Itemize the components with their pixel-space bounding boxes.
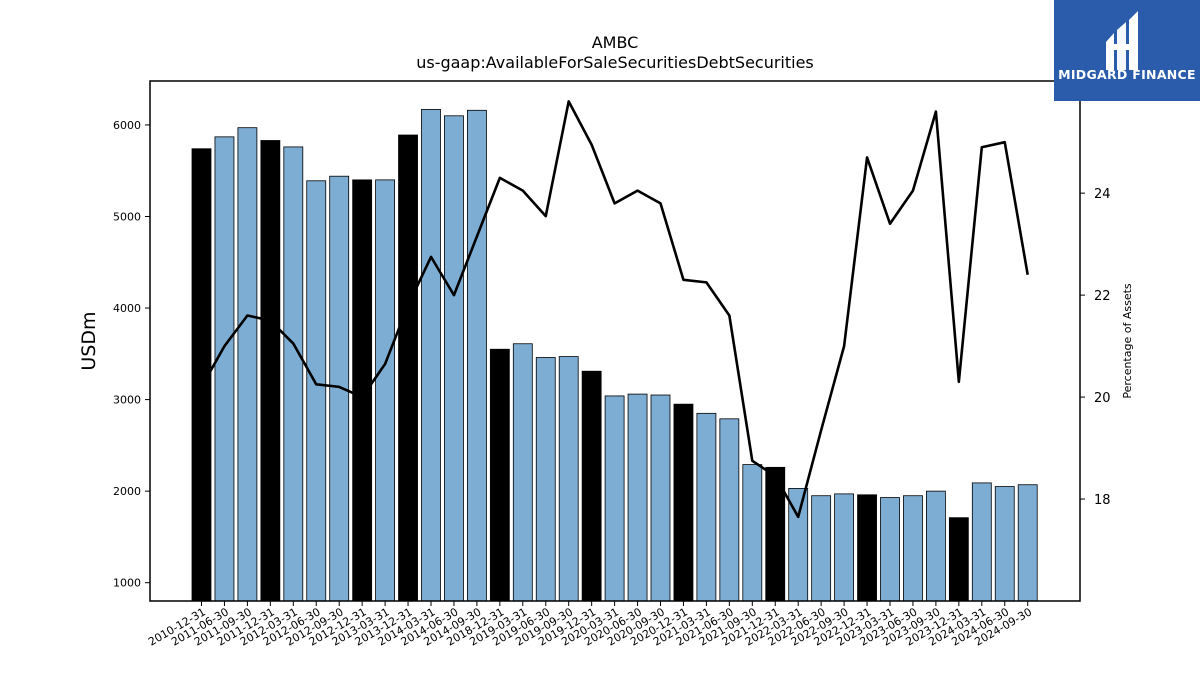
y2-tick-label: 24 (1094, 187, 1111, 202)
y2-tick-label: 18 (1094, 493, 1111, 508)
bar (880, 497, 900, 602)
bar (948, 517, 969, 602)
logo-mark-icon (1054, 0, 1200, 101)
chart-subtitle: us-gaap:AvailableForSaleSecuritiesDebtSe… (416, 53, 814, 72)
bar (742, 464, 763, 602)
bar (512, 343, 533, 602)
bar (352, 179, 373, 602)
percentage-line (200, 100, 1029, 519)
bar (398, 134, 418, 602)
bar (237, 127, 258, 602)
bar (581, 370, 602, 602)
brand-logo: MIDGARD FINANCE (1054, 0, 1200, 101)
bar (673, 403, 694, 602)
bar (466, 109, 487, 602)
bar (444, 115, 464, 602)
bar (1017, 484, 1038, 602)
bar (260, 140, 281, 602)
y2-tick-label: 22 (1094, 289, 1111, 304)
bar (903, 495, 923, 602)
bar (994, 486, 1015, 602)
bar (971, 482, 992, 602)
bar (926, 490, 946, 602)
bar (627, 393, 648, 602)
bar (604, 395, 625, 602)
y2-axis-label: Percentage of Assets (1121, 283, 1134, 399)
y-tick-label: 3000 (113, 394, 141, 407)
bar (834, 493, 854, 602)
y-tick-label: 4000 (113, 302, 141, 315)
bar (558, 356, 579, 602)
y-tick-label: 1000 (113, 577, 141, 590)
y-tick-label: 5000 (113, 210, 141, 223)
bar (306, 180, 327, 602)
bar (489, 348, 510, 602)
y-axis-label: USDm (78, 311, 100, 370)
y-tick-label: 6000 (113, 119, 141, 132)
chart-title: AMBC (592, 33, 639, 52)
y2-tick-label: 20 (1094, 391, 1111, 406)
brand-name: MIDGARD FINANCE (1058, 67, 1196, 82)
bar (375, 179, 396, 602)
bar (214, 136, 235, 602)
y-tick-label: 2000 (113, 485, 141, 498)
bar (811, 495, 832, 602)
bar (719, 418, 740, 602)
bar (283, 146, 304, 602)
bar (696, 412, 717, 602)
bar (857, 494, 877, 602)
bar (650, 394, 671, 602)
bar (535, 357, 556, 602)
bar (421, 108, 441, 602)
